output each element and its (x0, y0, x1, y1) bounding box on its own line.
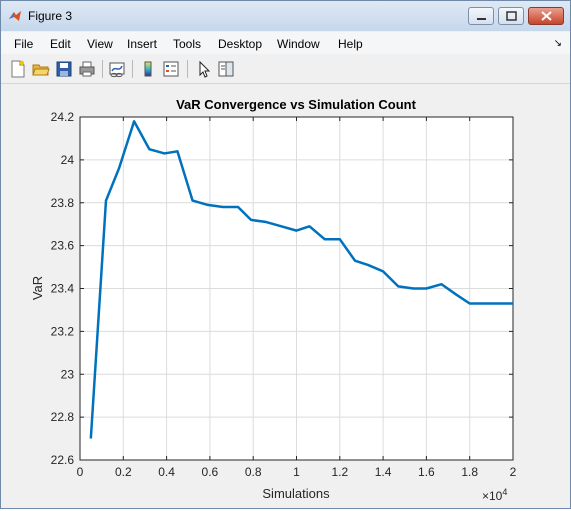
property-editor-icon[interactable] (217, 60, 235, 78)
chart-title: VaR Convergence vs Simulation Count (176, 97, 416, 112)
x-tick-label: 0.8 (245, 465, 262, 479)
menu-window[interactable]: Window (277, 37, 320, 51)
menu-insert[interactable]: Insert (127, 37, 158, 51)
x-tick-label: 0.2 (115, 465, 132, 479)
y-tick-label: 24 (61, 153, 75, 167)
x-tick-label: 1.8 (461, 465, 478, 479)
x-tick-label: 1 (293, 465, 300, 479)
minimize-button[interactable] (468, 7, 494, 25)
legend-icon[interactable] (162, 60, 180, 78)
x-tick-label: 0.4 (158, 465, 175, 479)
menu-view[interactable]: View (87, 37, 113, 51)
x-tick-label: 0 (77, 465, 84, 479)
x-axis-label: Simulations (262, 486, 330, 501)
figure-canvas: VaR Convergence vs Simulation Count 0 0.2… (1, 84, 570, 508)
close-icon (541, 11, 552, 21)
close-button[interactable] (528, 7, 564, 25)
toolbar-separator (102, 60, 103, 78)
menu-edit[interactable]: Edit (50, 37, 71, 51)
toolbar (1, 55, 570, 84)
matlab-logo-icon (9, 11, 21, 21)
x-tick-label: 1.6 (418, 465, 435, 479)
menu-bar: File Edit View Insert Tools Desktop Wind… (1, 32, 570, 54)
save-icon[interactable] (55, 60, 73, 78)
colorbar-icon[interactable] (139, 60, 157, 78)
menu-desktop[interactable]: Desktop (218, 37, 263, 51)
toolbar-separator (132, 60, 133, 78)
menu-tools[interactable]: Tools (173, 37, 202, 51)
y-axis-label: VaR (30, 276, 45, 300)
y-tick-label: 23.2 (51, 324, 75, 338)
print-icon[interactable] (78, 60, 96, 78)
x-tick-label: 1.4 (375, 465, 392, 479)
x-exponent-power: 4 (502, 487, 507, 497)
minimize-icon (477, 18, 486, 20)
x-tick-label: 0.6 (202, 465, 219, 479)
open-file-icon[interactable] (32, 60, 50, 78)
x-exponent-label: ×104 (482, 487, 507, 503)
y-tick-label: 23.4 (51, 282, 75, 296)
toolbar-separator (187, 60, 188, 78)
menu-help[interactable]: Help (338, 37, 363, 51)
plot-area: 0 0.2 0.4 0.6 0.8 1 1.2 1.4 1.6 1.8 2 22.6 22.8 23 23.… (51, 110, 517, 479)
maximize-button[interactable] (498, 7, 524, 25)
window-title: Figure 3 (28, 9, 73, 23)
x-tick-label: 1.2 (331, 465, 348, 479)
menu-file[interactable]: File (14, 37, 34, 51)
y-tick-label: 22.8 (51, 410, 75, 424)
title-bar[interactable]: Figure 3 (1, 1, 570, 31)
y-tick-label: 23 (61, 367, 75, 381)
menu-dock-arrow-icon[interactable]: ↘ (553, 38, 562, 49)
y-tick-label: 23.6 (51, 239, 75, 253)
maximize-icon (506, 11, 517, 21)
link-plot-icon[interactable] (108, 60, 126, 78)
y-tick-label: 22.6 (51, 453, 75, 467)
x-tick-label: 2 (510, 465, 517, 479)
x-exponent-base: ×10 (482, 489, 503, 503)
pointer-icon[interactable] (195, 60, 213, 78)
new-figure-icon[interactable] (9, 60, 27, 78)
y-tick-label: 24.2 (51, 110, 75, 124)
y-tick-label: 23.8 (51, 196, 75, 210)
var-series-line[interactable] (89, 120, 513, 439)
var-convergence-chart[interactable]: VaR Convergence vs Simulation Count 0 0.2… (1, 84, 570, 508)
